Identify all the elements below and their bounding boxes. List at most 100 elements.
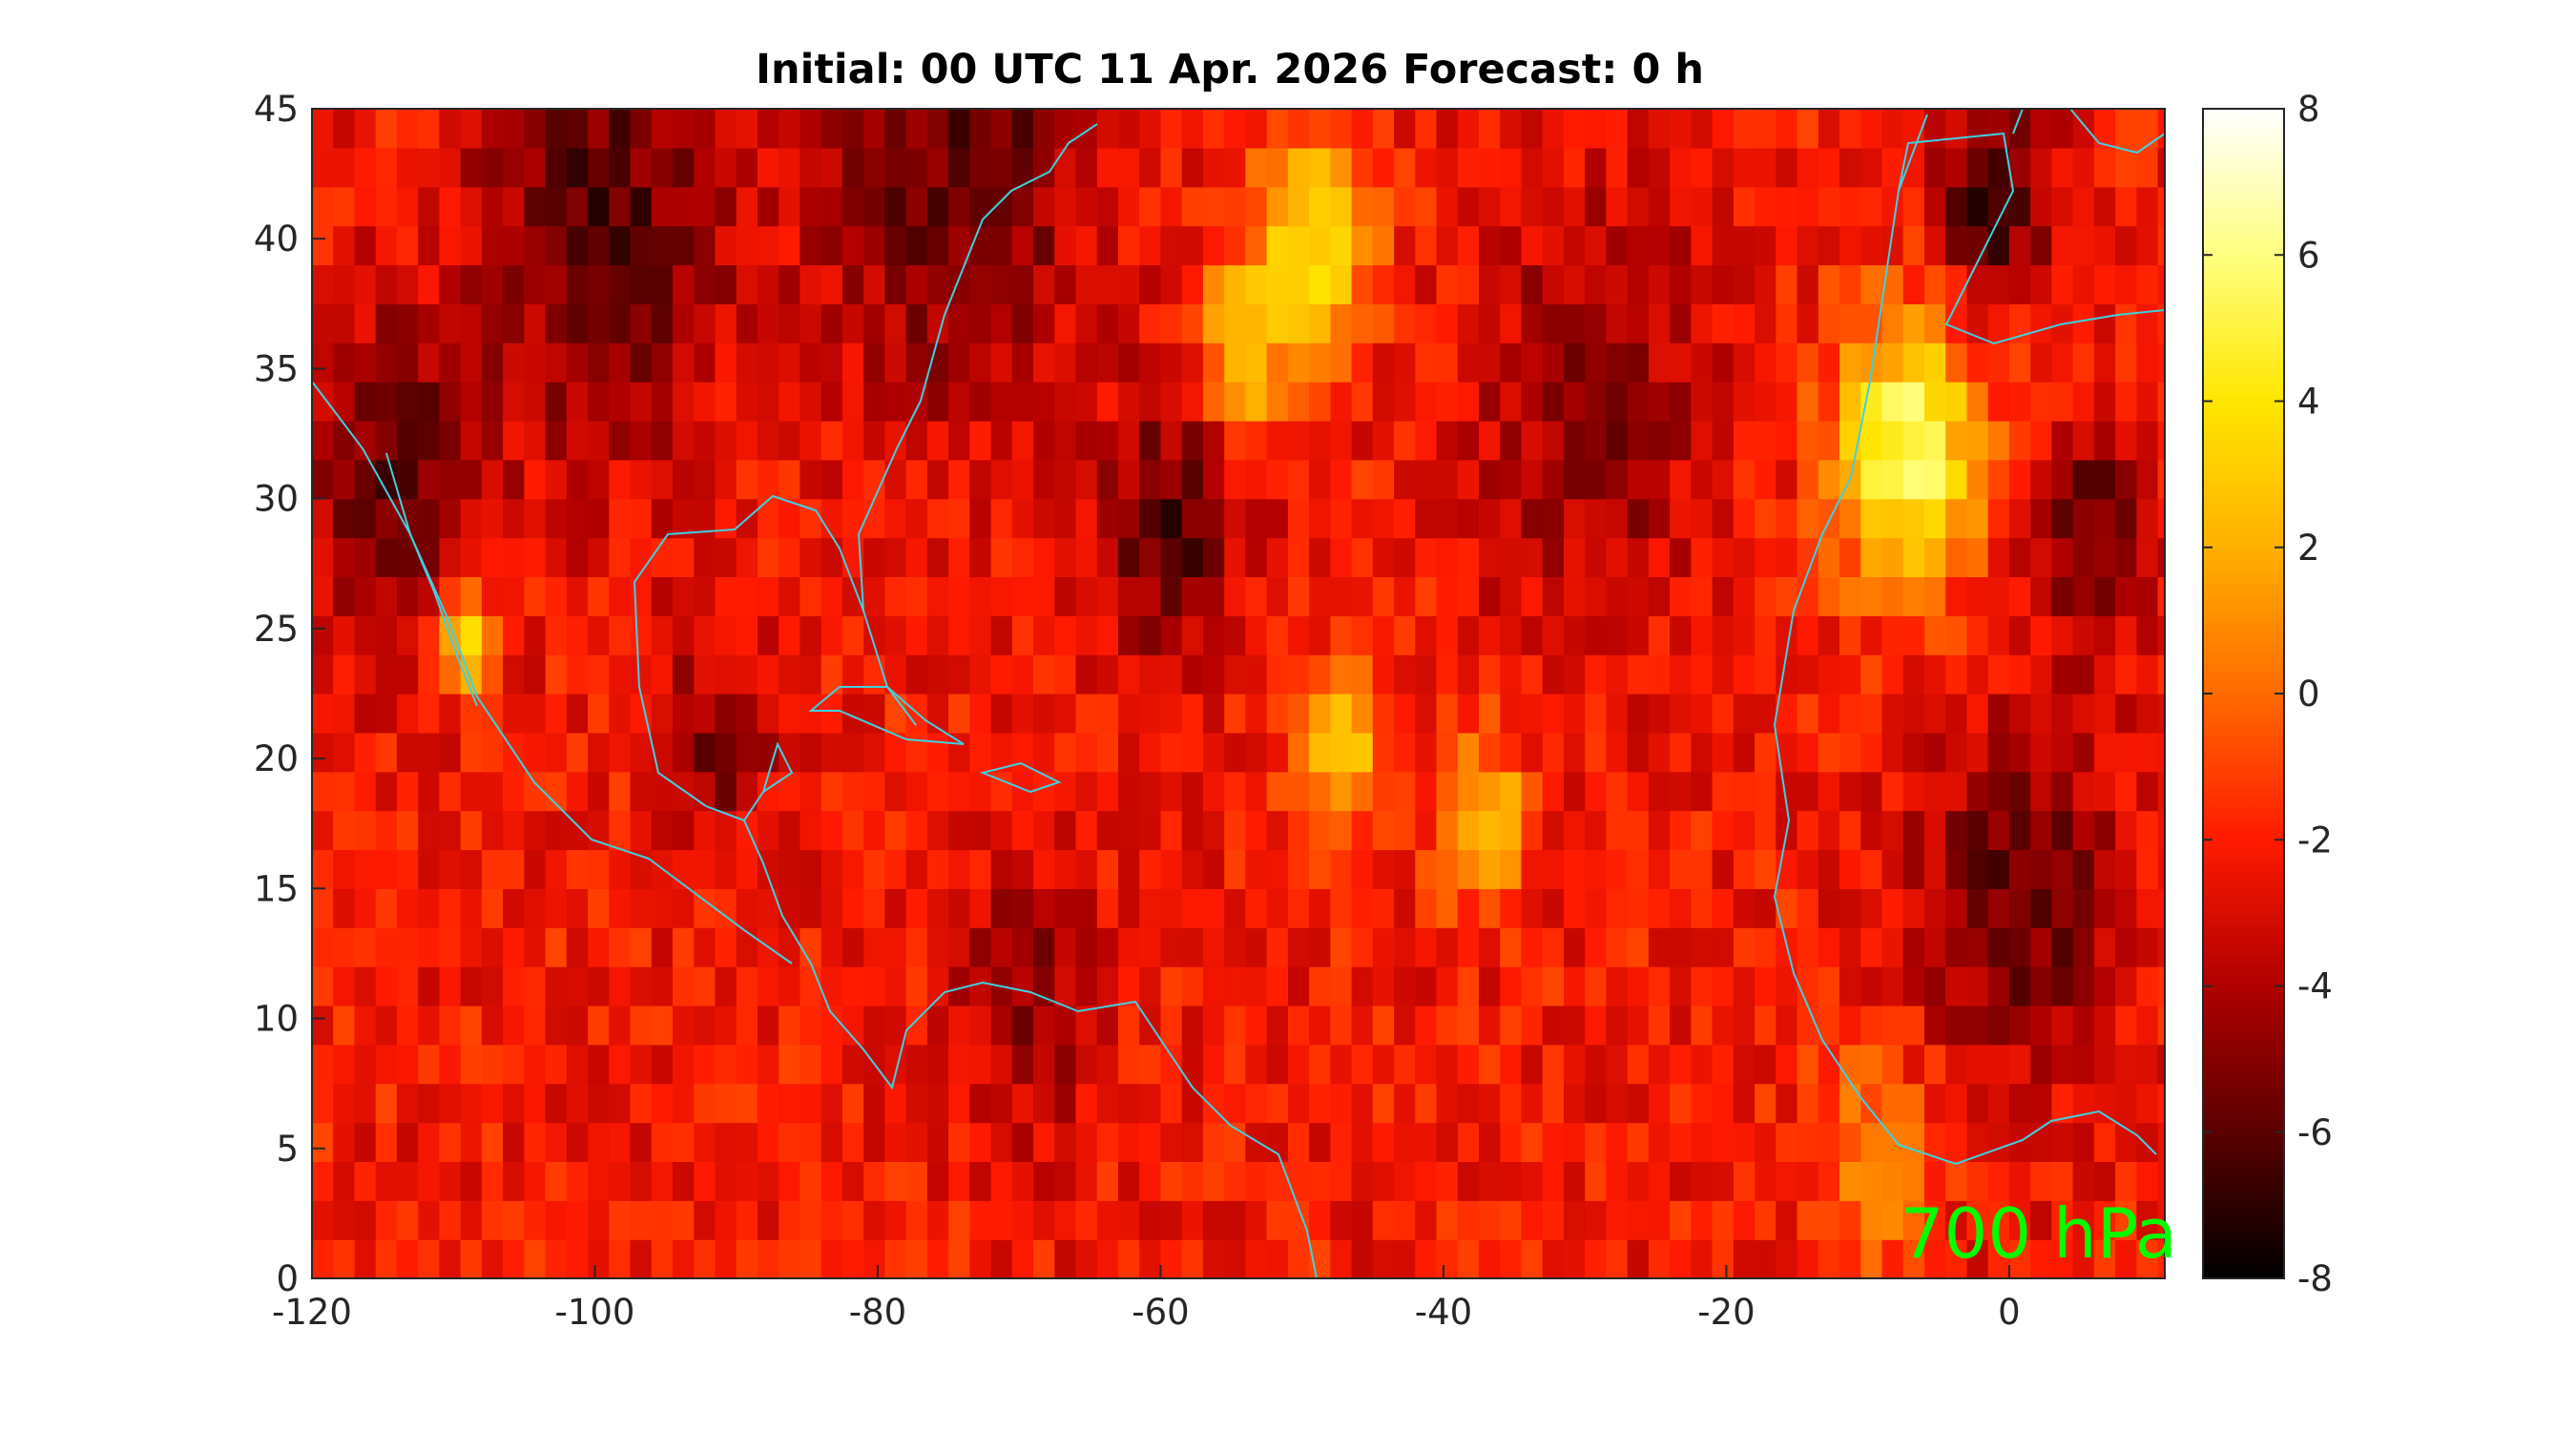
field-cell [651, 225, 674, 266]
field-cell [545, 732, 568, 773]
field-cell [1394, 888, 1416, 928]
field-cell [1245, 1200, 1268, 1240]
field-cell [1118, 1083, 1140, 1124]
field-cell [821, 1122, 843, 1162]
field-cell [1818, 342, 1840, 383]
field-cell [990, 771, 1013, 812]
field-cell [1011, 342, 1034, 383]
field-cell [758, 1200, 779, 1240]
field-cell [396, 1005, 419, 1046]
field-cell [1457, 342, 1480, 383]
field-cell [1436, 1122, 1459, 1162]
field-cell [1627, 927, 1650, 967]
field-cell [609, 771, 632, 812]
field-cell [1202, 615, 1225, 655]
field-cell [969, 1044, 992, 1085]
field-cell [1860, 927, 1883, 967]
field-cell [1818, 654, 1840, 695]
field-cell [1755, 1005, 1776, 1046]
field-cell [545, 382, 568, 422]
field-cell [1966, 927, 1989, 967]
x-tick-label: -20 [1697, 1292, 1755, 1333]
field-cell [1902, 888, 1925, 928]
field-cell [1394, 1200, 1416, 1240]
field-cell [1839, 1161, 1861, 1201]
field-cell [694, 1083, 717, 1124]
field-cell [779, 1161, 800, 1201]
field-cell [396, 537, 419, 577]
field-cell [1670, 849, 1692, 889]
field-cell [1670, 1083, 1692, 1124]
field-cell [1691, 888, 1714, 928]
field-cell [651, 186, 674, 227]
field-cell [481, 1122, 504, 1162]
field-cell [1966, 342, 1989, 383]
field-cell [2030, 732, 2052, 773]
field-cell [1394, 303, 1416, 343]
field-cell [2093, 1239, 2116, 1278]
field-cell [1075, 576, 1098, 616]
field-cell [1415, 888, 1438, 928]
y-tick-label: 20 [254, 738, 299, 779]
field-cell [1818, 537, 1840, 577]
field-cell [1818, 1122, 1840, 1162]
field-cell [1521, 1122, 1544, 1162]
field-cell [1309, 771, 1331, 812]
field-cell [1648, 303, 1671, 343]
field-cell [630, 576, 653, 616]
field-cell [1266, 654, 1289, 695]
field-cell [863, 1083, 885, 1124]
field-cell [503, 810, 525, 851]
field-cell [651, 1044, 674, 1085]
field-cell [1924, 1044, 1946, 1085]
field-cell [1966, 459, 1989, 500]
field-cell [1202, 1161, 1225, 1201]
field-cell [758, 1044, 779, 1085]
field-cell [1309, 420, 1331, 461]
field-cell [439, 1200, 462, 1240]
field-cell [841, 576, 864, 616]
field-cell [1287, 927, 1310, 967]
field-cell [1351, 420, 1374, 461]
field-cell [1479, 771, 1501, 812]
field-cell [694, 420, 717, 461]
field-cell [841, 109, 864, 149]
field-cell [736, 382, 758, 422]
field-cell [1564, 810, 1586, 851]
field-cell [1564, 927, 1586, 967]
field-cell [1202, 303, 1225, 343]
field-cell [1627, 109, 1650, 149]
field-cell [1839, 888, 1861, 928]
field-cell [2072, 771, 2095, 812]
field-cell [2136, 537, 2159, 577]
field-cell [1096, 264, 1119, 304]
field-cell [1797, 420, 1819, 461]
field-cell [396, 459, 419, 500]
field-cell [1181, 147, 1204, 188]
field-cell [1627, 498, 1650, 539]
field-cell [1860, 1005, 1883, 1046]
field-cell [694, 927, 717, 967]
field-cell [1860, 1239, 1883, 1278]
field-cell [1266, 225, 1289, 266]
field-cell [1564, 1044, 1586, 1085]
field-cell [1033, 576, 1055, 616]
field-cell [396, 1200, 419, 1240]
field-cell [1712, 303, 1735, 343]
field-cell [588, 771, 610, 812]
field-cell [2072, 849, 2095, 889]
field-cell [841, 1161, 864, 1201]
field-cell [1712, 1044, 1735, 1085]
field-cell [779, 225, 800, 266]
field-cell [2008, 888, 2031, 928]
field-cell [566, 382, 589, 422]
field-cell [1330, 1200, 1353, 1240]
field-cell [588, 109, 610, 149]
field-cell [863, 810, 885, 851]
field-cell [1224, 1239, 1246, 1278]
field-cell [2115, 576, 2137, 616]
field-cell [1712, 1122, 1735, 1162]
field-cell [503, 225, 525, 266]
field-cell [821, 771, 843, 812]
field-cell [1818, 1044, 1840, 1085]
